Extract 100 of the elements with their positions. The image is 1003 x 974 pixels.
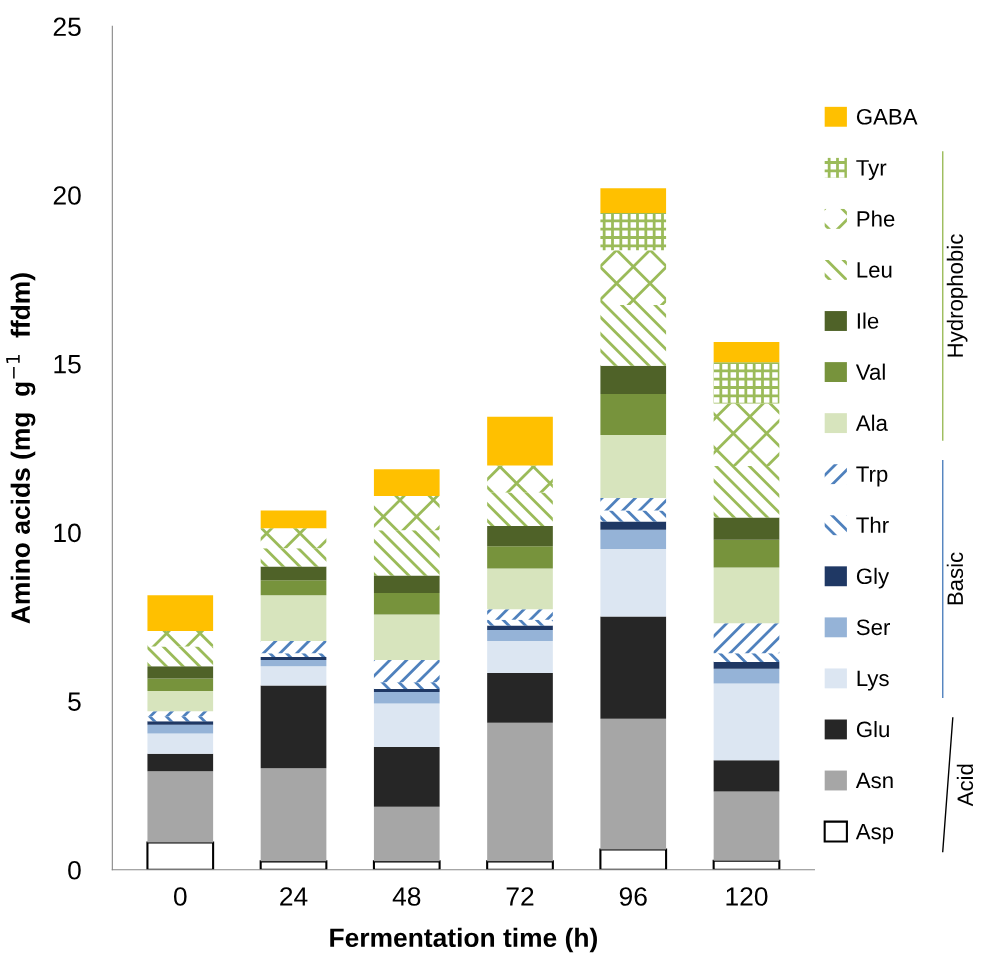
bar <box>600 188 667 213</box>
legend-label: GABA <box>856 108 918 125</box>
bar <box>600 510 667 522</box>
bar <box>713 668 780 684</box>
bar <box>373 469 440 496</box>
bar <box>713 567 780 624</box>
bar <box>713 791 780 861</box>
bar <box>147 724 214 734</box>
legend-label: Ala <box>855 414 888 431</box>
bar <box>260 580 327 596</box>
legend-label: Gly <box>856 567 890 589</box>
x-tick-label: 96 <box>619 887 647 906</box>
bar <box>487 609 553 620</box>
bar <box>487 416 553 466</box>
legend-label: Leu <box>857 262 892 278</box>
bar <box>147 733 214 754</box>
bar <box>147 771 214 843</box>
bar <box>600 548 667 617</box>
bar <box>147 630 214 647</box>
legend-label: Lys <box>857 670 889 691</box>
legend-label: Asp <box>855 823 894 844</box>
bar <box>487 465 553 493</box>
bar <box>713 362 780 404</box>
x-axis-title: Fermentation time (h) <box>330 927 597 953</box>
bar <box>260 685 327 769</box>
bar <box>260 666 327 686</box>
bar <box>373 688 440 692</box>
x-tick-label: 24 <box>280 887 308 906</box>
bar <box>260 768 327 862</box>
bar <box>600 497 667 511</box>
bar <box>600 250 667 305</box>
bar <box>713 623 780 654</box>
x-tick-label: 0 <box>173 887 187 906</box>
bar <box>260 595 327 642</box>
bar <box>260 659 327 667</box>
bar <box>600 529 667 549</box>
bar <box>373 575 440 594</box>
y-tick-label: 0 <box>68 860 81 880</box>
y-tick-label: 15 <box>54 355 81 374</box>
bar <box>487 546 553 569</box>
text: Acid <box>956 764 974 807</box>
bar <box>147 595 214 631</box>
bar <box>487 629 553 642</box>
bar <box>147 690 214 712</box>
x-tick-label: 120 <box>726 887 768 906</box>
bar <box>713 465 780 518</box>
bar <box>487 641 553 674</box>
legend-label: Glu <box>856 720 889 738</box>
bar <box>373 691 440 704</box>
bar <box>487 492 553 526</box>
bar <box>600 434 667 498</box>
bar <box>146 841 215 870</box>
bar <box>373 593 440 615</box>
bar <box>600 718 667 850</box>
bar <box>713 683 780 761</box>
y-tick-label: 25 <box>53 17 81 37</box>
bar <box>373 495 440 531</box>
bar <box>487 619 553 626</box>
bar <box>373 682 440 689</box>
y-tick-label: 5 <box>68 692 81 711</box>
text: Basic <box>946 552 964 605</box>
bar <box>260 548 327 567</box>
bar <box>599 848 668 870</box>
bar <box>600 521 667 530</box>
text: Hydrophobic <box>946 234 968 357</box>
legend-label: Tyr <box>856 160 887 181</box>
y-tick-label: 20 <box>53 186 81 205</box>
legend-label: Thr <box>856 516 889 533</box>
bar <box>260 528 327 549</box>
bar <box>147 753 214 772</box>
bar <box>373 659 440 683</box>
bar <box>373 703 440 747</box>
bar <box>713 403 780 466</box>
legend-label: Val <box>855 363 885 380</box>
y-tick-label: 10 <box>54 523 81 543</box>
bar <box>373 614 440 660</box>
bar <box>260 510 327 529</box>
bar <box>487 673 553 723</box>
x-tick-label: 72 <box>506 887 534 906</box>
bar <box>147 678 214 691</box>
bar <box>600 212 667 251</box>
bar <box>373 530 440 576</box>
bar <box>487 568 553 610</box>
bar <box>713 661 780 669</box>
bar <box>713 539 780 568</box>
bar <box>373 746 440 807</box>
bar <box>600 304 667 366</box>
bar <box>713 342 780 363</box>
legend-label: Ile <box>857 312 879 329</box>
bar <box>260 566 327 581</box>
bar <box>487 525 553 547</box>
legend-label: Asn <box>855 772 893 789</box>
legend-label: Phe <box>857 210 895 227</box>
bar <box>487 625 553 630</box>
bar <box>600 365 667 395</box>
bar <box>147 646 214 667</box>
bar <box>600 394 667 435</box>
bar <box>260 641 327 654</box>
bar <box>373 806 440 862</box>
legend-label: Trp <box>856 466 888 487</box>
